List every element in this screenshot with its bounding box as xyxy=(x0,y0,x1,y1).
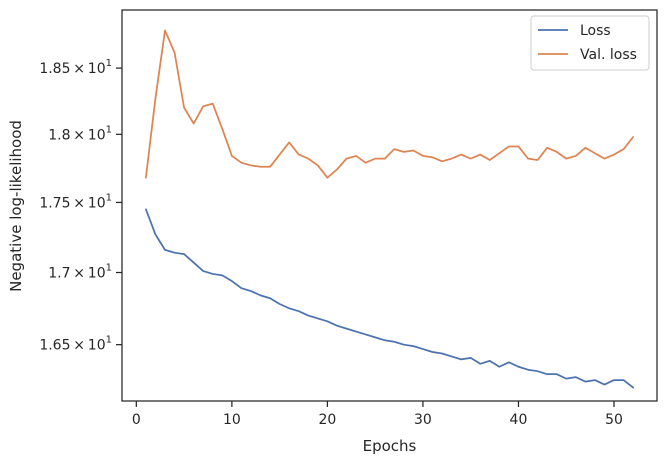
plot-frame xyxy=(121,9,658,402)
y-axis-label: Negative log-likelihood xyxy=(7,120,25,292)
y-tick-label: 1.65 × 101 xyxy=(39,335,112,354)
x-tick-label: 50 xyxy=(605,412,623,428)
y-axis-ticks: 1.65 × 101 1.7 × 101 1.75 × 101 1.8 × 101 1.… xyxy=(39,58,122,354)
series-line-val-loss xyxy=(145,29,634,179)
x-tick-label: 10 xyxy=(223,412,241,428)
series-lines xyxy=(145,29,634,389)
y-tick-label: 1.85 × 101 xyxy=(39,58,112,77)
x-tick-label: 30 xyxy=(414,412,432,428)
legend-label-loss: Loss xyxy=(580,23,611,39)
x-axis-label: Epochs xyxy=(363,437,417,455)
y-tick-label: 1.7 × 101 xyxy=(48,263,112,282)
legend: Loss Val. loss xyxy=(530,15,650,71)
x-tick-label: 40 xyxy=(510,412,528,428)
x-axis-ticks: 0 10 20 30 40 50 xyxy=(132,401,623,428)
x-tick-label: 20 xyxy=(318,412,336,428)
x-tick-label: 0 xyxy=(132,412,141,428)
plot-area xyxy=(122,10,657,401)
y-tick-label: 1.8 × 101 xyxy=(48,124,112,143)
legend-label-val-loss: Val. loss xyxy=(580,47,637,63)
y-tick-label: 1.75 × 101 xyxy=(39,192,112,211)
series-line-loss xyxy=(145,208,634,389)
